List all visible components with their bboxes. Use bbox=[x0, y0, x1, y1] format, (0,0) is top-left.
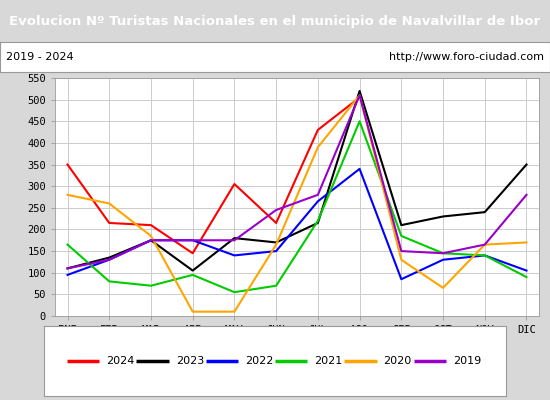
Line: 2024: 2024 bbox=[68, 98, 360, 253]
Text: 2019 - 2024: 2019 - 2024 bbox=[6, 52, 73, 62]
2024 bbox=[231, 182, 238, 186]
Line: 2023: 2023 bbox=[68, 91, 526, 270]
2020 bbox=[106, 201, 113, 206]
2020 bbox=[231, 309, 238, 314]
2021 bbox=[147, 283, 154, 288]
2022 bbox=[356, 166, 363, 171]
2023 bbox=[106, 255, 113, 260]
2021 bbox=[398, 234, 405, 238]
2022 bbox=[273, 249, 279, 254]
2023 bbox=[398, 223, 405, 228]
2020 bbox=[440, 286, 447, 290]
2020 bbox=[147, 234, 154, 238]
2021 bbox=[189, 272, 196, 277]
2024 bbox=[64, 162, 71, 167]
2020 bbox=[315, 145, 321, 150]
2021 bbox=[64, 242, 71, 247]
2022 bbox=[398, 277, 405, 282]
Text: 2023: 2023 bbox=[175, 356, 204, 366]
2022 bbox=[315, 199, 321, 204]
2023 bbox=[64, 266, 71, 271]
2023 bbox=[315, 220, 321, 225]
2020 bbox=[273, 242, 279, 247]
Line: 2022: 2022 bbox=[68, 169, 526, 279]
2022 bbox=[189, 238, 196, 243]
Line: 2019: 2019 bbox=[68, 95, 526, 268]
2023 bbox=[481, 210, 488, 214]
2020 bbox=[356, 93, 363, 98]
Text: 2022: 2022 bbox=[245, 356, 273, 366]
2021 bbox=[315, 218, 321, 223]
2021 bbox=[481, 253, 488, 258]
2024 bbox=[356, 95, 363, 100]
2019 bbox=[398, 249, 405, 254]
2022 bbox=[106, 257, 113, 262]
2023 bbox=[523, 162, 530, 167]
Text: http://www.foro-ciudad.com: http://www.foro-ciudad.com bbox=[389, 52, 544, 62]
2022 bbox=[481, 253, 488, 258]
2024 bbox=[315, 128, 321, 132]
2021 bbox=[523, 275, 530, 280]
2019 bbox=[147, 238, 154, 243]
2020 bbox=[398, 257, 405, 262]
2024 bbox=[273, 220, 279, 225]
2021 bbox=[231, 290, 238, 294]
2021 bbox=[356, 119, 363, 124]
2020 bbox=[64, 192, 71, 197]
2021 bbox=[440, 251, 447, 256]
2023 bbox=[273, 240, 279, 245]
2019 bbox=[440, 251, 447, 256]
2022 bbox=[523, 268, 530, 273]
2024 bbox=[189, 251, 196, 256]
2023 bbox=[147, 238, 154, 243]
2023 bbox=[440, 214, 447, 219]
2019 bbox=[273, 208, 279, 212]
Text: Evolucion Nº Turistas Nacionales en el municipio de Navalvillar de Ibor: Evolucion Nº Turistas Nacionales en el m… bbox=[9, 14, 541, 28]
2022 bbox=[440, 257, 447, 262]
2019 bbox=[315, 192, 321, 197]
Text: 2020: 2020 bbox=[383, 356, 412, 366]
2019 bbox=[356, 93, 363, 98]
2022 bbox=[64, 272, 71, 277]
2019 bbox=[106, 257, 113, 262]
2019 bbox=[231, 238, 238, 243]
2020 bbox=[523, 240, 530, 245]
2022 bbox=[231, 253, 238, 258]
2020 bbox=[481, 242, 488, 247]
Line: 2021: 2021 bbox=[68, 121, 526, 292]
2019 bbox=[481, 242, 488, 247]
Text: 2021: 2021 bbox=[314, 356, 343, 366]
Line: 2020: 2020 bbox=[68, 95, 526, 312]
Text: 2024: 2024 bbox=[106, 356, 135, 366]
2022 bbox=[147, 238, 154, 243]
2023 bbox=[189, 268, 196, 273]
2024 bbox=[106, 220, 113, 225]
2023 bbox=[231, 236, 238, 240]
2021 bbox=[273, 283, 279, 288]
2019 bbox=[189, 238, 196, 243]
2021 bbox=[106, 279, 113, 284]
Text: 2019: 2019 bbox=[453, 356, 481, 366]
2019 bbox=[64, 266, 71, 271]
2023 bbox=[356, 88, 363, 93]
2024 bbox=[147, 223, 154, 228]
2020 bbox=[189, 309, 196, 314]
2019 bbox=[523, 192, 530, 197]
